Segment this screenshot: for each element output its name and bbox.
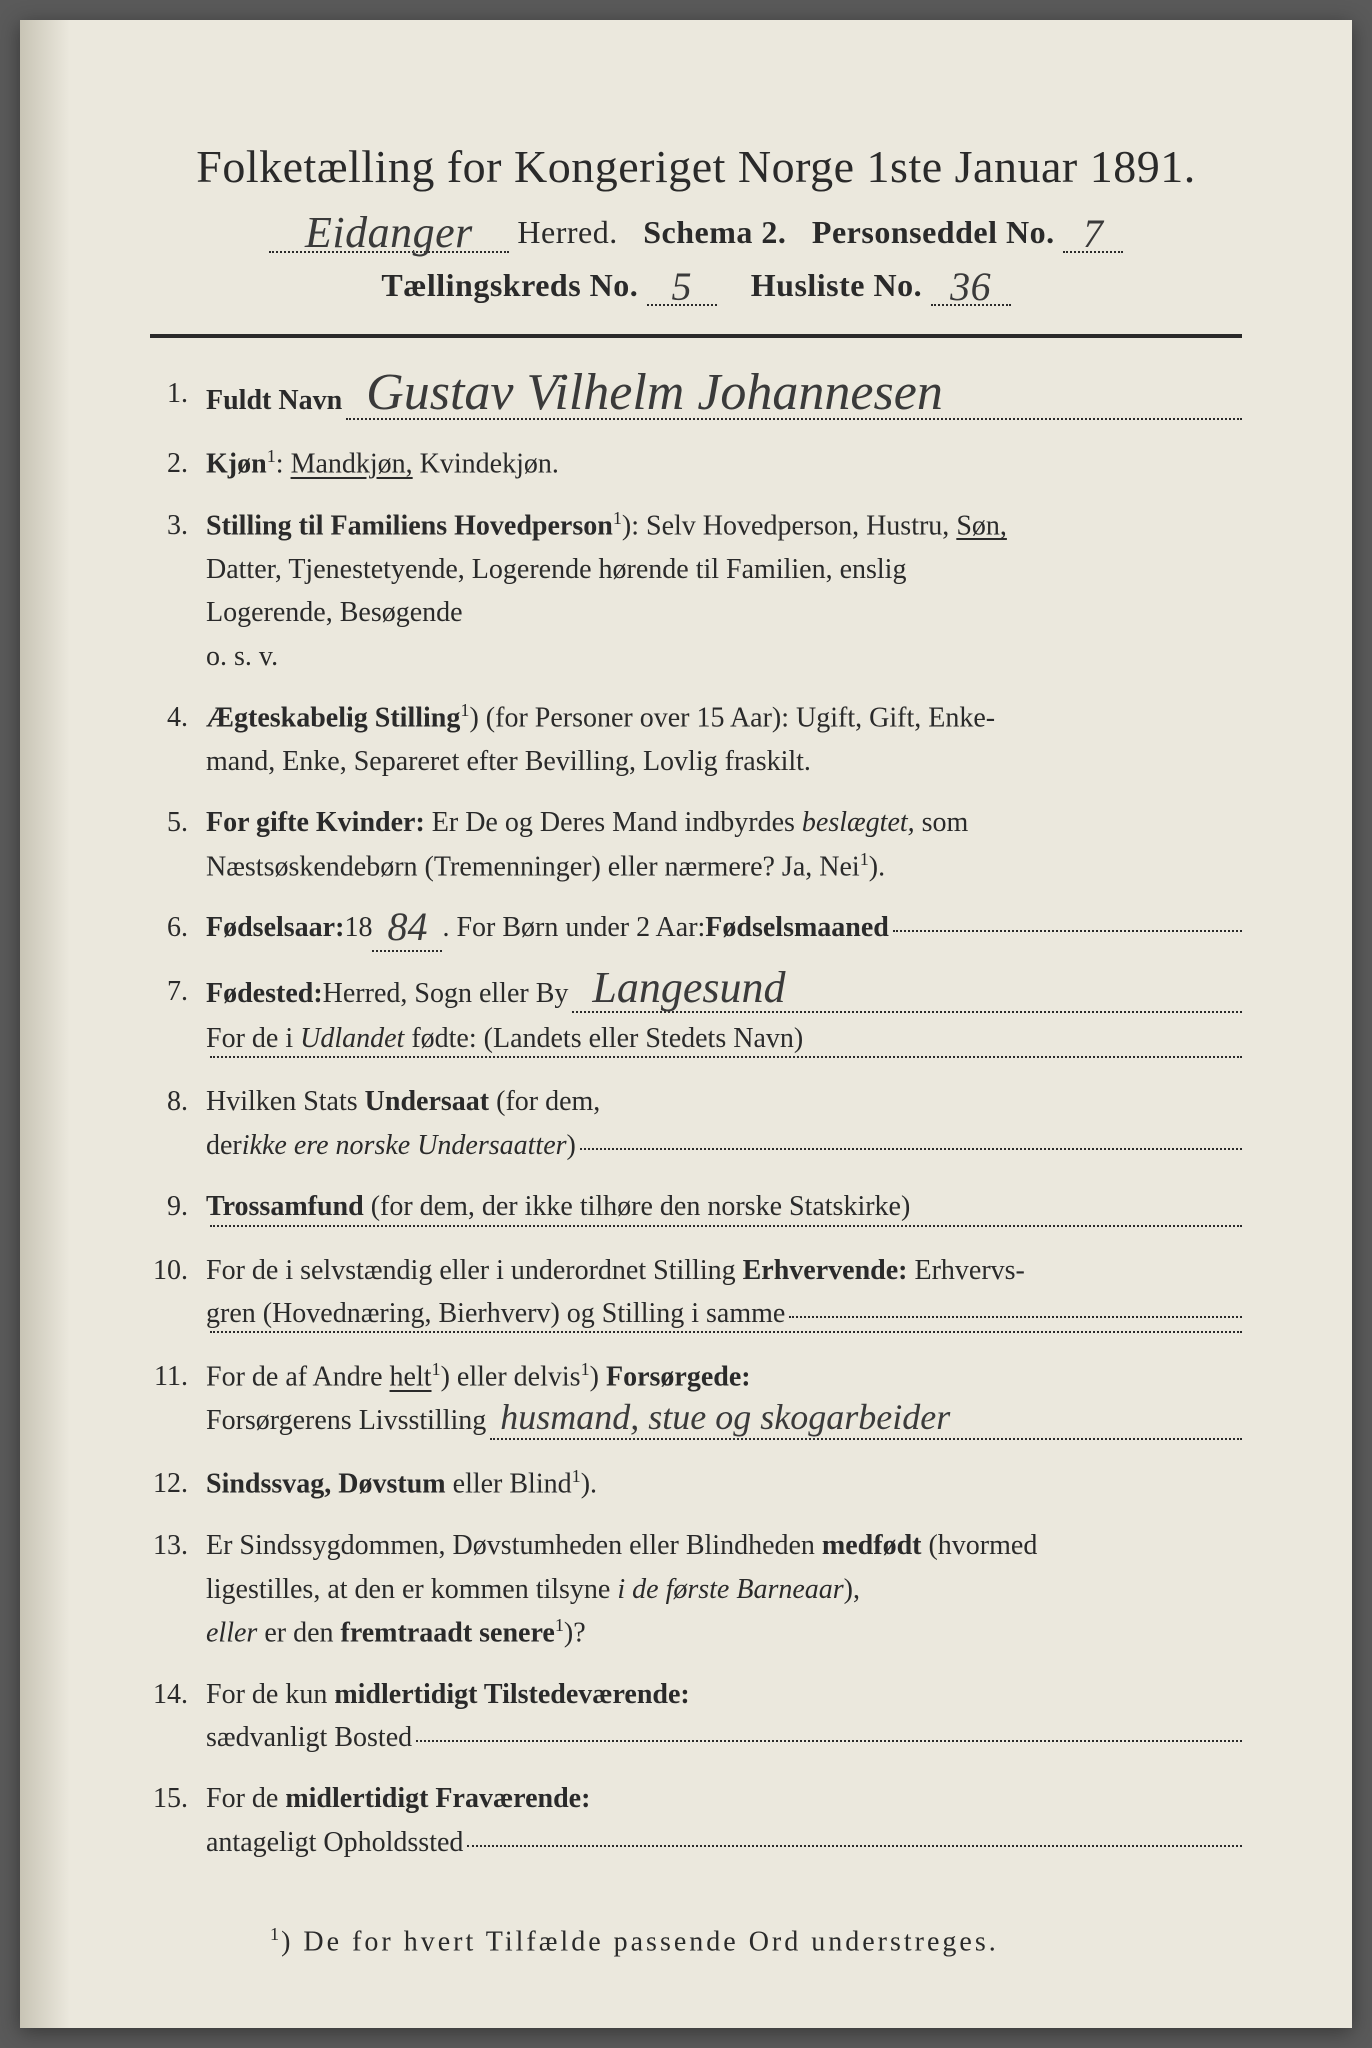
footnote: 1) De for hvert Tilfælde passende Ord un… — [150, 1924, 1242, 1958]
item-label: Ægteskabelig Stilling — [206, 702, 460, 733]
main-title: Folketælling for Kongeriget Norge 1ste J… — [150, 140, 1242, 193]
citizenship-field — [580, 1148, 1242, 1150]
header-block: Folketælling for Kongeriget Norge 1ste J… — [150, 140, 1242, 306]
item-number: 11. — [150, 1355, 206, 1398]
foreign-birthplace-field — [210, 1056, 1242, 1058]
item-number: 6. — [150, 906, 206, 949]
item-15: 15. For de midlertidigt Fraværende: anta… — [150, 1777, 1242, 1864]
item-number: 14. — [150, 1673, 206, 1716]
item-2: 2. Kjøn1: Mandkjøn, Kvindekjøn. — [150, 442, 1242, 486]
item-label: Sindssvag, Døvstum — [206, 1469, 446, 1500]
kreds-label: Tællingskreds No. — [381, 267, 638, 303]
month-field — [893, 930, 1242, 932]
provider-field: husmand, stue og skogarbeider — [490, 1395, 1242, 1440]
item-number: 3. — [150, 504, 206, 547]
birthplace-handwritten: Langesund — [572, 963, 785, 1012]
selected-option: Søn, — [956, 510, 1007, 541]
item-label: Fødested: — [206, 972, 323, 1015]
item-12: 12. Sindssvag, Døvstum eller Blind1). — [150, 1462, 1242, 1506]
item-14: 14. For de kun midlertidigt Tilstedevære… — [150, 1673, 1242, 1760]
personseddel-field: 7 — [1063, 214, 1123, 253]
occupation-field — [789, 1316, 1242, 1318]
item-number: 13. — [150, 1524, 206, 1567]
personseddel-no: 7 — [1083, 211, 1104, 256]
provider-handwritten: husmand, stue og skogarbeider — [490, 1397, 950, 1437]
item-6: 6. Fødselsaar: 1884 . For Børn under 2 A… — [150, 906, 1242, 951]
subtitle-line-1: Eidanger Herred. Schema 2. Personseddel … — [150, 211, 1242, 253]
year-handwritten: 84 — [387, 904, 427, 949]
item-1: 1. Fuldt Navn Gustav Vilhelm Johannesen — [150, 372, 1242, 424]
item-13: 13. Er Sindssygdommen, Døvstumheden elle… — [150, 1524, 1242, 1655]
item-3: 3. Stilling til Familiens Hovedperson1):… — [150, 504, 1242, 678]
item-number: 9. — [150, 1185, 206, 1228]
name-field: Gustav Vilhelm Johannesen — [346, 368, 1242, 420]
item-number: 10. — [150, 1249, 206, 1292]
item-4: 4. Ægteskabelig Stilling1) (for Personer… — [150, 696, 1242, 783]
item-9: 9. Trossamfund (for dem, der ikke tilhør… — [150, 1185, 1242, 1230]
herred-label: Herred. — [517, 214, 617, 250]
probable-residence-field — [467, 1845, 1242, 1847]
item-label: Fuldt Navn — [206, 379, 342, 422]
occupation-field-2 — [210, 1331, 1242, 1333]
subtitle-line-2: Tællingskreds No. 5 Husliste No. 36 — [150, 267, 1242, 306]
item-label: Kjøn — [206, 449, 267, 480]
item-number: 12. — [150, 1462, 206, 1505]
item-label: For gifte Kvinder: — [206, 807, 425, 838]
kreds-no: 5 — [672, 264, 693, 309]
item-label: Fødselsaar: — [206, 906, 344, 949]
husliste-no: 36 — [950, 264, 991, 309]
form-items: 1. Fuldt Navn Gustav Vilhelm Johannesen … — [150, 372, 1242, 1864]
item-number: 4. — [150, 696, 206, 739]
item-label: Trossamfund — [206, 1191, 364, 1222]
usual-residence-field — [416, 1740, 1242, 1742]
birthplace-field: Langesund — [572, 966, 1242, 1013]
name-handwritten: Gustav Vilhelm Johannesen — [346, 364, 943, 421]
kreds-field: 5 — [647, 267, 717, 306]
selected-option: Mandkjøn, — [291, 449, 413, 480]
schema-label: Schema 2. — [643, 214, 786, 250]
item-7: 7. Fødested: Herred, Sogn eller By Lange… — [150, 970, 1242, 1063]
herred-handwritten: Eidanger — [305, 208, 473, 257]
husliste-field: 36 — [931, 267, 1011, 306]
herred-field: Eidanger — [269, 211, 509, 253]
horizontal-rule — [150, 334, 1242, 338]
item-number: 15. — [150, 1777, 206, 1820]
item-10: 10. For de i selvstændig eller i underor… — [150, 1249, 1242, 1338]
item-number: 2. — [150, 442, 206, 485]
item-5: 5. For gifte Kvinder: Er De og Deres Man… — [150, 801, 1242, 888]
item-8: 8. Hvilken Stats Undersaat (for dem, der… — [150, 1080, 1242, 1167]
census-form-page: Folketælling for Kongeriget Norge 1ste J… — [20, 20, 1352, 2028]
item-number: 5. — [150, 801, 206, 844]
husliste-label: Husliste No. — [751, 267, 922, 303]
personseddel-label: Personseddel No. — [812, 214, 1055, 250]
item-11: 11. For de af Andre helt1) eller delvis1… — [150, 1355, 1242, 1444]
item-number: 1. — [150, 372, 206, 415]
item-label: Stilling til Familiens Hovedperson — [206, 510, 613, 541]
item-number: 7. — [150, 970, 206, 1013]
item-number: 8. — [150, 1080, 206, 1123]
religion-field — [210, 1225, 1242, 1227]
